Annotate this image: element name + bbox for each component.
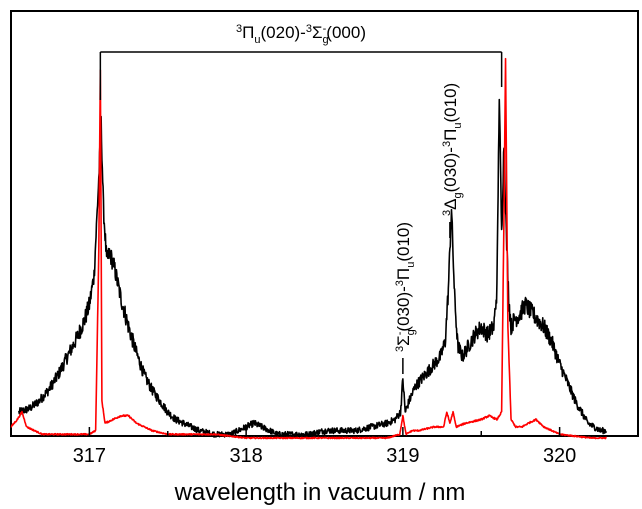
x-tick-label: 318 [229, 445, 262, 467]
x-axis-ticks: 317 318 319 320 [10, 427, 639, 467]
bracket-label: 3Πu(020)-3Σg-(000) [236, 23, 366, 46]
series-layer [10, 57, 608, 440]
delta-band-annotation: 3Δg(030)-3Πu(010) [441, 83, 464, 238]
bracket-annotation: 3Πu(020)-3Σg-(000) [99, 23, 503, 100]
x-tick-label: 317 [73, 445, 106, 467]
x-tick-label: 319 [386, 445, 419, 467]
spectrum-series-1 [18, 98, 608, 438]
sigma-band-annotation: 3Σg-(030)-3Πu(010) [394, 222, 417, 374]
x-axis-label: wavelength in vacuum / nm [174, 479, 466, 506]
sigma-band-label: 3Σg-(030)-3Πu(010) [394, 222, 417, 352]
delta-band-label: 3Δg(030)-3Πu(010) [441, 83, 464, 216]
x-tick-label: 320 [543, 445, 576, 467]
spectrum-series-2 [10, 57, 608, 440]
